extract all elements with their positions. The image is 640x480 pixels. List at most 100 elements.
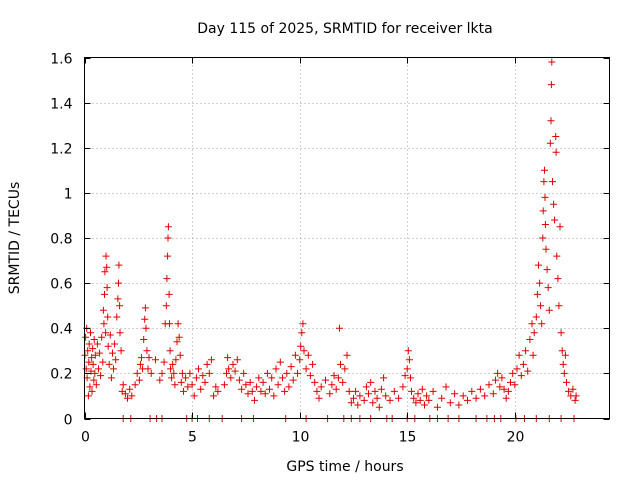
data-point [560, 369, 568, 377]
data-point [367, 378, 375, 386]
data-point [166, 347, 174, 355]
data-point [91, 351, 99, 359]
data-point [225, 365, 233, 373]
data-point [101, 290, 108, 298]
data-point [401, 372, 409, 380]
data-point [190, 392, 198, 400]
data-point [563, 378, 570, 386]
y-tick-label: 0.8 [50, 232, 72, 248]
data-point [174, 320, 182, 328]
data-point [231, 367, 239, 375]
data-point [115, 261, 123, 269]
data-point [175, 333, 183, 341]
data-point [446, 399, 454, 407]
data-point [178, 369, 186, 377]
data-point [557, 329, 565, 337]
data-point [569, 385, 577, 393]
data-point [337, 360, 344, 368]
data-point [549, 178, 556, 186]
data-point [572, 392, 580, 400]
data-point [350, 394, 357, 402]
data-point [246, 378, 254, 386]
data-point [171, 381, 179, 389]
data-point [104, 313, 112, 321]
data-point [84, 392, 92, 400]
data-point [91, 369, 99, 377]
x-tick-label: 15 [399, 430, 417, 446]
data-point [240, 369, 248, 377]
x-tick-label: 5 [188, 430, 197, 446]
data-point [412, 399, 420, 407]
data-point [294, 369, 301, 377]
data-point [371, 387, 379, 395]
data-point [352, 387, 360, 395]
data-point [423, 392, 431, 400]
data-point [297, 342, 305, 350]
y-tick-label: 1.4 [50, 97, 72, 113]
data-point [558, 347, 566, 355]
data-point [347, 399, 355, 407]
data-point [533, 290, 541, 298]
data-point [539, 207, 547, 215]
data-point [101, 268, 109, 276]
data-point [529, 351, 537, 359]
y-tick-label: 1.2 [50, 142, 72, 158]
data-point [126, 385, 134, 393]
data-point [165, 290, 173, 298]
data-point [180, 387, 187, 395]
data-point [235, 376, 243, 384]
data-point [405, 356, 413, 364]
data-point [332, 385, 340, 393]
data-point [334, 374, 342, 382]
data-point [167, 365, 175, 373]
data-point [102, 329, 110, 337]
data-point [199, 372, 207, 380]
data-point [87, 367, 95, 375]
data-point [399, 383, 407, 391]
data-point [416, 396, 424, 404]
data-point [322, 376, 329, 384]
data-point [184, 383, 192, 391]
data-point [92, 381, 100, 389]
data-point [104, 342, 112, 350]
data-point [188, 381, 196, 389]
data-point [306, 372, 314, 380]
data-point [403, 365, 411, 373]
y-tick-label: 0.6 [50, 277, 72, 293]
data-point [541, 221, 549, 228]
data-point [115, 279, 122, 287]
data-point [205, 369, 213, 377]
data-point [502, 394, 510, 402]
data-point [304, 351, 312, 359]
data-point [543, 266, 551, 274]
data-point [513, 365, 521, 373]
data-point [489, 390, 497, 398]
data-point [451, 390, 459, 398]
data-point [326, 390, 334, 398]
y-tick-label: 1 [64, 187, 73, 203]
data-point [526, 336, 534, 343]
data-point [88, 387, 96, 395]
data-point [156, 376, 164, 384]
data-point [212, 383, 220, 391]
data-point [395, 394, 403, 402]
data-point [410, 394, 418, 402]
data-point [455, 401, 463, 409]
data-point [214, 387, 222, 395]
data-point [255, 374, 263, 382]
data-point [138, 354, 145, 362]
data-point [133, 369, 141, 377]
data-point [442, 383, 450, 391]
data-point [538, 320, 546, 328]
data-point [375, 403, 383, 411]
data-point [195, 365, 202, 373]
data-point [515, 351, 523, 359]
data-point [522, 347, 530, 355]
data-point [336, 324, 343, 332]
data-point [546, 139, 554, 147]
data-point [315, 394, 323, 402]
data-point [99, 306, 107, 314]
data-point [164, 234, 172, 242]
data-point [296, 356, 304, 364]
data-point [472, 394, 480, 402]
